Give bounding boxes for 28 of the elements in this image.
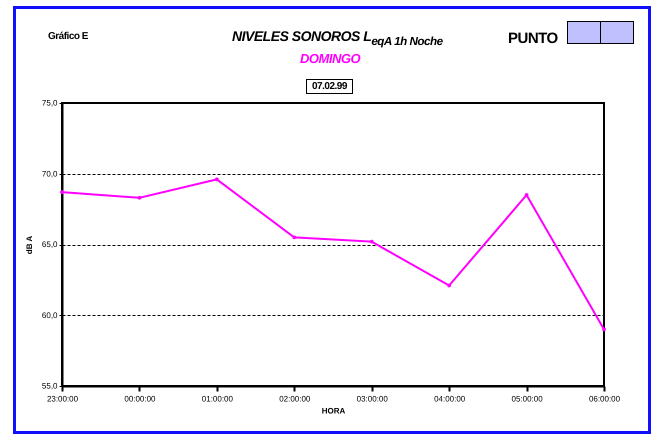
y-tick-label: 55,0: [42, 382, 58, 390]
chart-title: NIVELES SONOROS L$_{eqA 1h Noche}$: [232, 28, 443, 48]
x-tick-label: 01:00:00: [202, 394, 234, 404]
point: [214, 178, 219, 182]
x-tick-label: 02:00:00: [279, 394, 311, 404]
point: [138, 196, 142, 200]
y-tick-label: 60,0: [42, 310, 58, 320]
x-tick-label: 03:00:00: [356, 394, 388, 404]
point: [370, 240, 374, 244]
point: [524, 193, 528, 197]
y-tick-label: 75,0: [42, 98, 58, 108]
point: [60, 190, 64, 194]
y-axis-title: dB A: [24, 236, 34, 254]
x-tick-label: 23:00:00: [46, 394, 79, 404]
chart-subtitle: DOMINGO: [300, 51, 360, 66]
x-axis-title: HORA: [322, 406, 346, 416]
point: [292, 236, 296, 240]
y-tick-label: 65,0: [42, 240, 58, 249]
point: [447, 284, 452, 288]
text: 07.02.99: [306, 79, 353, 94]
point: [602, 328, 606, 332]
x-tick-label: 04:00:00: [434, 394, 466, 404]
x-tick-label: 05:00:00: [512, 394, 544, 404]
text: PUNTO: [508, 30, 558, 47]
y-tick-label: 70,0: [42, 169, 58, 178]
x-tick-label: 06:00:00: [588, 394, 621, 404]
text: Gráfico E: [48, 31, 88, 42]
x-tick-label: 00:00:00: [124, 394, 156, 404]
